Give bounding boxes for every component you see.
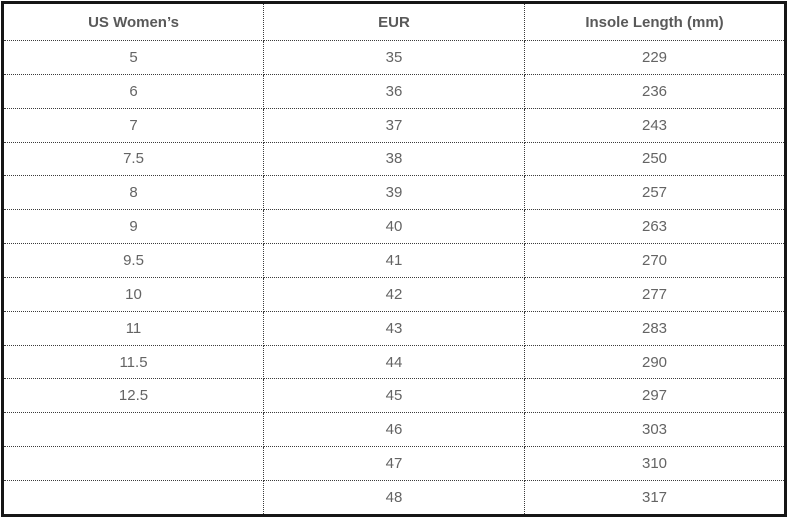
table-cell-us [2,446,264,481]
table-cell-us: 8 [2,175,264,211]
table-cell-us: 9.5 [2,243,264,278]
table-cell-us: 11.5 [2,344,264,380]
table-cell-us: 7 [2,107,264,143]
table-row: 11.5 44 290 [2,344,786,380]
table-row: 7.5 38 250 [2,141,786,177]
table-row: 6 36 236 [2,73,786,109]
table-cell-insole: 263 [524,209,786,245]
table-row: 7 37 243 [2,107,786,143]
table-cell-us: 10 [2,276,264,312]
table-cell-insole: 303 [524,412,786,448]
table-cell-eur: 48 [263,479,525,517]
table-cell-eur: 37 [263,107,525,143]
table-cell-insole: 297 [524,378,786,414]
table-row: 8 39 257 [2,175,786,211]
table-cell-insole: 283 [524,310,786,346]
table-cell-us: 7.5 [2,141,264,177]
column-header-insole-length: Insole Length (mm) [524,2,786,41]
table-row: 46 303 [2,412,786,448]
table-cell-eur: 41 [263,243,525,278]
column-header-eur: EUR [263,2,525,41]
table-cell-eur: 40 [263,209,525,245]
table-cell-eur: 43 [263,310,525,346]
table-cell-insole: 317 [524,479,786,517]
table-cell-eur: 39 [263,175,525,211]
table-cell-insole: 236 [524,73,786,109]
table-cell-eur: 38 [263,141,525,177]
table-cell-insole: 243 [524,107,786,143]
table-row: 5 35 229 [2,40,786,75]
table-cell-us [2,412,264,448]
table-row: 9.5 41 270 [2,243,786,278]
table-cell-eur: 35 [263,40,525,75]
table-cell-insole: 257 [524,175,786,211]
table-row: 10 42 277 [2,276,786,312]
table-row: 11 43 283 [2,310,786,346]
table-cell-us: 5 [2,40,264,75]
table-row: 47 310 [2,446,786,481]
table-cell-insole: 250 [524,141,786,177]
table-cell-us: 11 [2,310,264,346]
table-cell-us [2,479,264,517]
table-cell-eur: 46 [263,412,525,448]
table-cell-us: 6 [2,73,264,109]
column-header-us-womens: US Women’s [2,2,264,41]
header-row: US Women’s EUR Insole Length (mm) [2,2,786,41]
table-cell-eur: 45 [263,378,525,414]
table-row: 12.5 45 297 [2,378,786,414]
table-cell-insole: 229 [524,40,786,75]
table-cell-insole: 277 [524,276,786,312]
table-cell-us: 12.5 [2,378,264,414]
table-row: 48 317 [2,479,786,517]
table-cell-eur: 42 [263,276,525,312]
table-cell-us: 9 [2,209,264,245]
table-row: 9 40 263 [2,209,786,245]
table-cell-eur: 36 [263,73,525,109]
table-cell-insole: 290 [524,344,786,380]
table-cell-insole: 270 [524,243,786,278]
table-cell-eur: 44 [263,344,525,380]
table-cell-insole: 310 [524,446,786,481]
table-cell-eur: 47 [263,446,525,481]
